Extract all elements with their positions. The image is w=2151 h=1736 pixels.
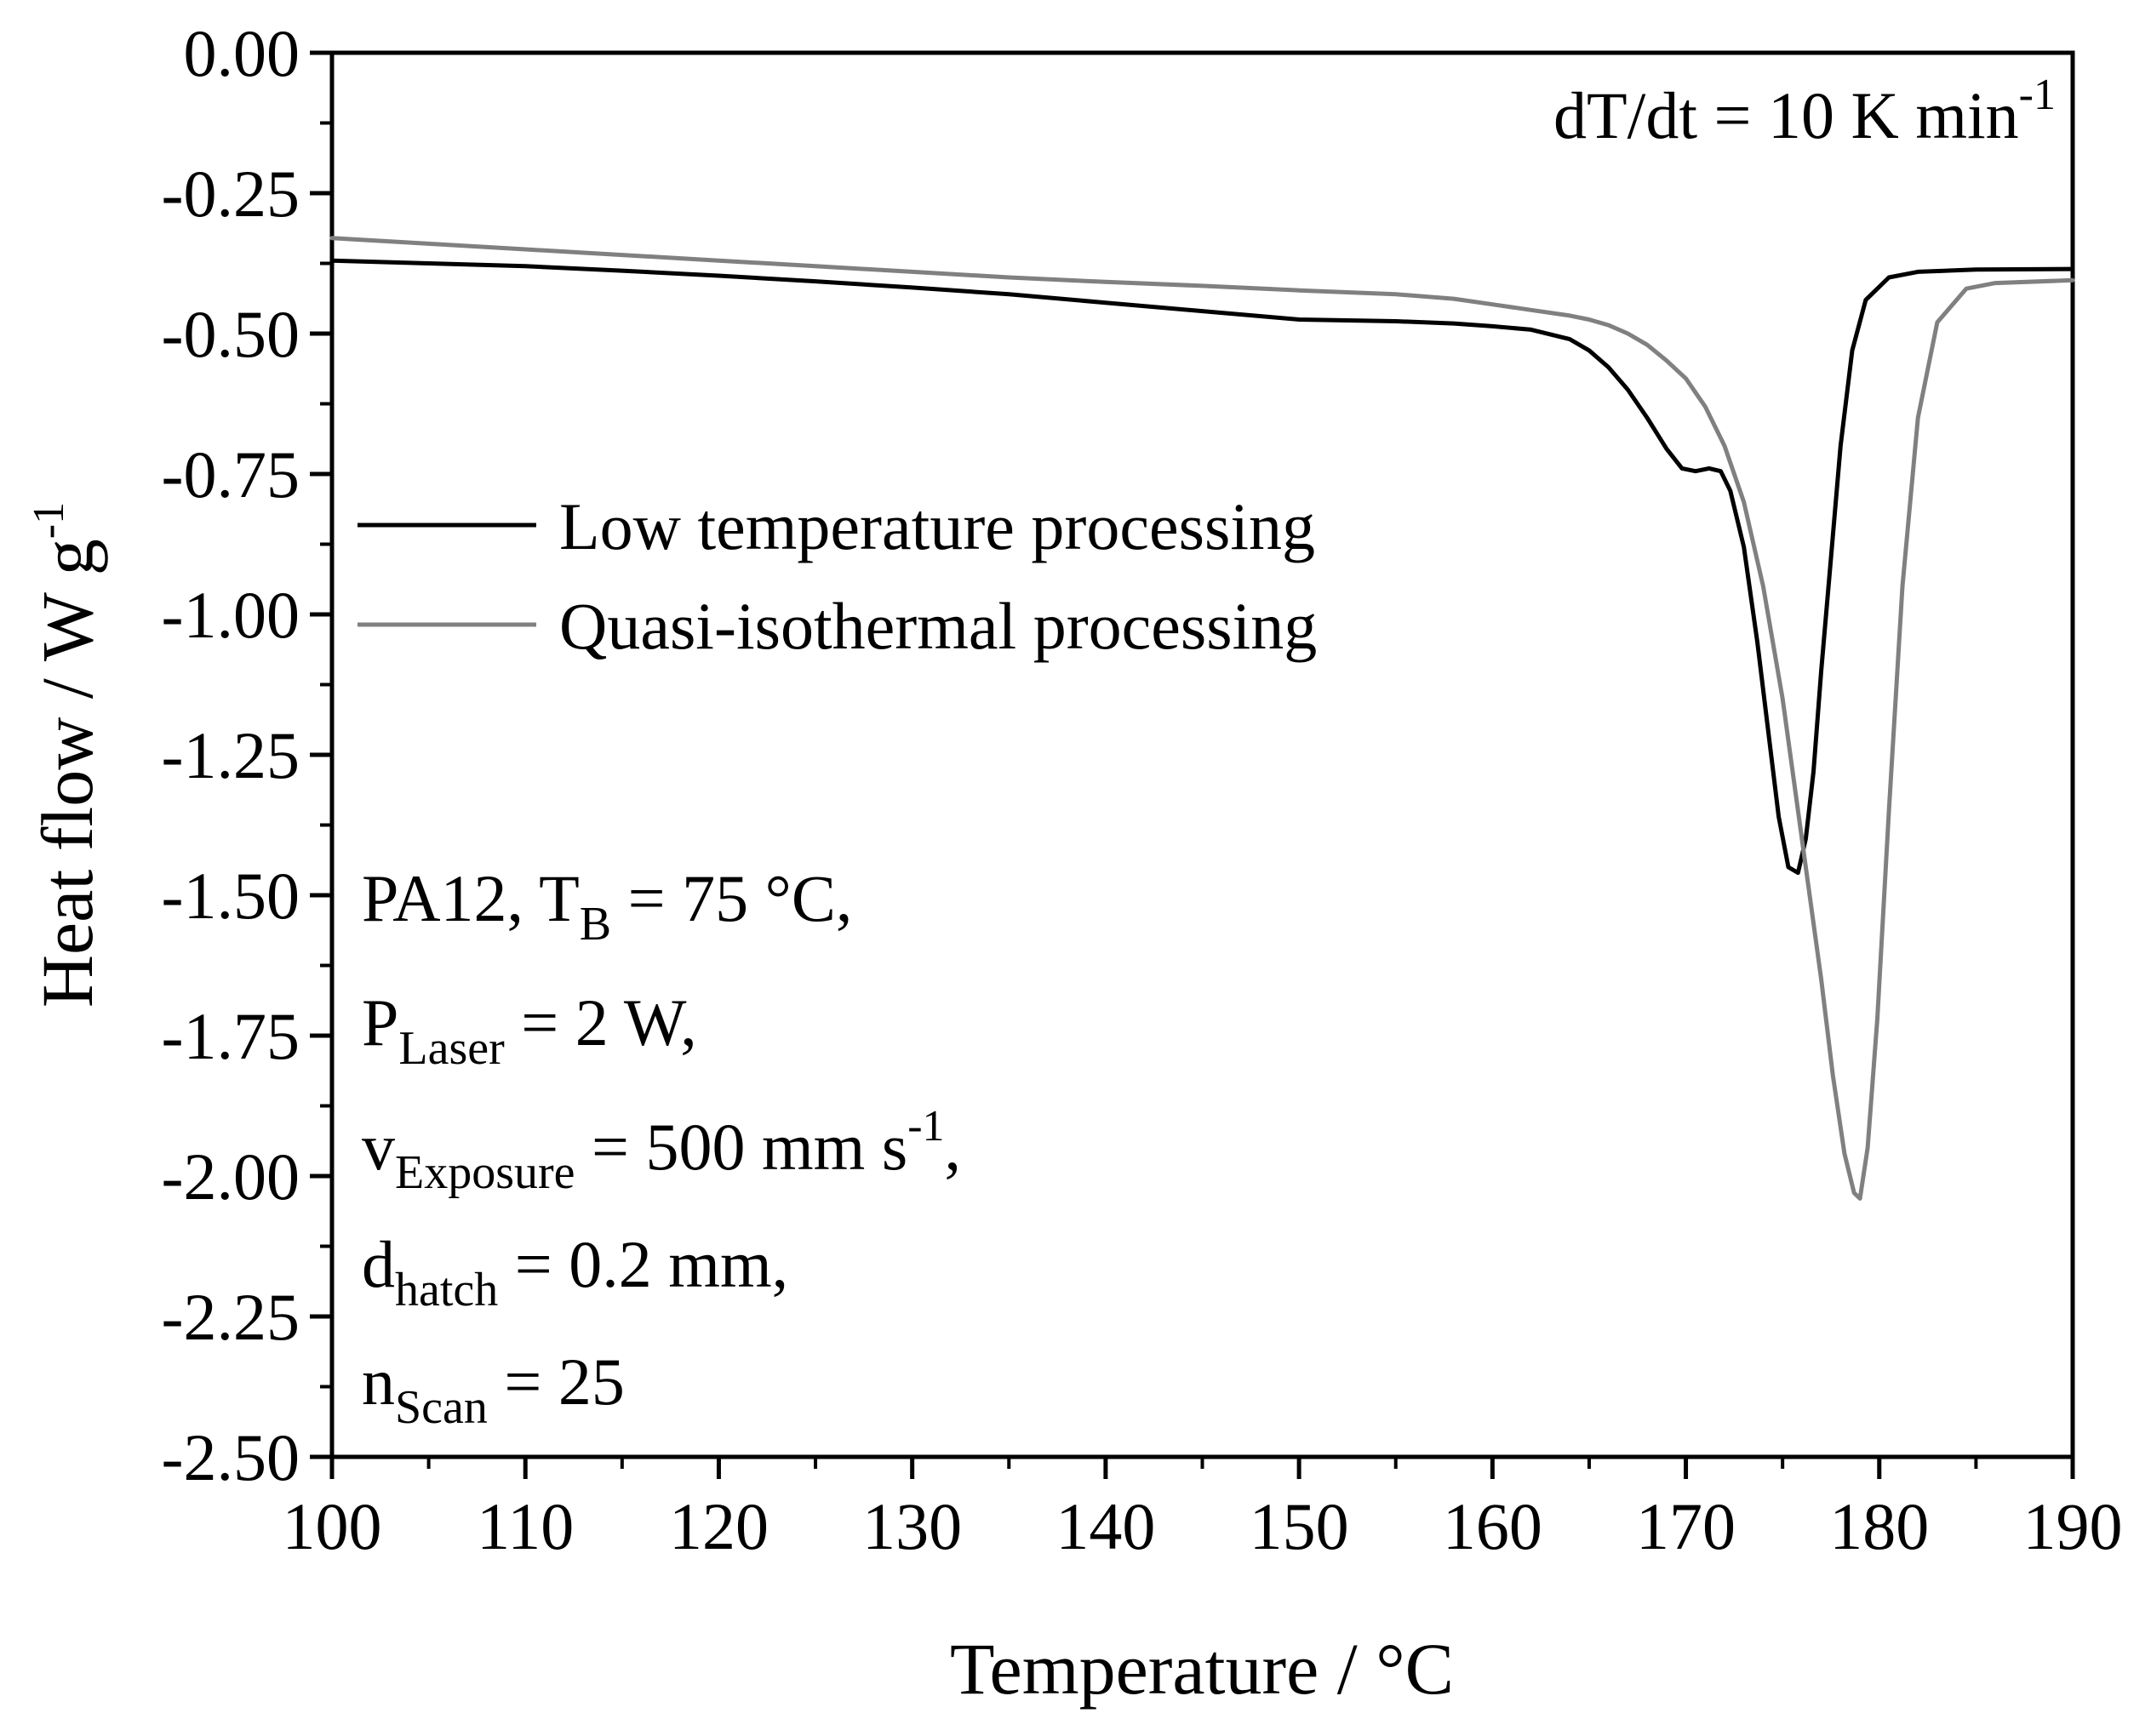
param-main: PA12, T bbox=[362, 861, 580, 935]
param-main: n bbox=[362, 1345, 395, 1419]
param-value: = 500 mm s bbox=[575, 1110, 908, 1184]
param-line: nScan = 25 bbox=[362, 1345, 625, 1434]
param-main: d bbox=[362, 1227, 395, 1301]
heating-rate-superscript: -1 bbox=[2019, 71, 2056, 119]
param-line: vExposure = 500 mm s-1, bbox=[362, 1102, 961, 1199]
x-tick-label: 180 bbox=[1829, 1489, 1929, 1563]
x-tick-label: 100 bbox=[283, 1489, 382, 1563]
y-tick-label: -2.25 bbox=[162, 1280, 300, 1354]
y-axis-title-superscript: -1 bbox=[25, 502, 73, 539]
y-tick-label: -1.50 bbox=[162, 859, 300, 933]
param-subscript: Laser bbox=[398, 1022, 505, 1075]
x-tick-label: 160 bbox=[1443, 1489, 1542, 1563]
param-superscript: -1 bbox=[907, 1102, 944, 1151]
y-tick-label: -0.75 bbox=[162, 437, 300, 511]
param-value: = 25 bbox=[488, 1345, 625, 1419]
param-subscript: Scan bbox=[395, 1381, 488, 1434]
y-axis-ticks: 0.00 -0.25 -0.50 -0.75 -1.00 -1.25 -1.50 -1.75 -… bbox=[162, 16, 332, 1494]
x-tick-label: 170 bbox=[1636, 1489, 1736, 1563]
process-parameters: PA12, TB = 75 °C, PLaser = 2 W, vExposur… bbox=[362, 861, 961, 1434]
heating-rate-annotation: dT/dt = 10 K min-1 bbox=[1553, 71, 2056, 152]
x-tick-label: 110 bbox=[477, 1489, 574, 1563]
x-tick-label: 190 bbox=[2023, 1489, 2123, 1563]
x-tick-label: 140 bbox=[1055, 1489, 1155, 1563]
y-tick-label: -0.50 bbox=[162, 297, 300, 371]
param-line: dhatch = 0.2 mm, bbox=[362, 1227, 788, 1316]
legend-label-quasi-isothermal: Quasi-isothermal processing bbox=[559, 589, 1317, 663]
param-value: = 2 W, bbox=[505, 985, 697, 1059]
x-axis-ticks: 100 110 120 130 140 150 160 170 180 190 bbox=[283, 1457, 2123, 1563]
y-tick-label: -2.00 bbox=[162, 1139, 300, 1213]
legend: Low temperature processing Quasi-isother… bbox=[358, 489, 1317, 663]
y-tick-label: 0.00 bbox=[184, 16, 300, 90]
param-line: PA12, TB = 75 °C, bbox=[362, 861, 852, 951]
x-tick-label: 130 bbox=[862, 1489, 962, 1563]
param-value: = 75 °C, bbox=[611, 861, 852, 935]
series-layer bbox=[329, 236, 2075, 1201]
y-tick-label: -1.75 bbox=[162, 999, 300, 1073]
heating-rate-text: dT/dt = 10 K min bbox=[1553, 78, 2019, 152]
series-line-quasi-isothermal bbox=[329, 236, 2075, 1201]
param-subscript: hatch bbox=[395, 1264, 498, 1316]
y-tick-label: -2.50 bbox=[162, 1420, 300, 1494]
param-tail: , bbox=[945, 1110, 962, 1184]
param-line: PLaser = 2 W, bbox=[362, 985, 697, 1075]
y-tick-label: -0.25 bbox=[162, 157, 300, 231]
x-axis-title: Temperature / °C bbox=[950, 1628, 1454, 1710]
param-subscript: B bbox=[580, 898, 611, 951]
y-axis-title: Heat flow / W g-1 bbox=[25, 502, 108, 1008]
param-main: P bbox=[362, 985, 398, 1059]
x-tick-label: 120 bbox=[669, 1489, 769, 1563]
x-tick-label: 150 bbox=[1250, 1489, 1349, 1563]
param-main: v bbox=[362, 1110, 395, 1184]
y-axis-title-text: Heat flow / W g bbox=[26, 539, 108, 1008]
param-subscript: Exposure bbox=[395, 1146, 575, 1199]
legend-label-low-temperature: Low temperature processing bbox=[559, 489, 1315, 563]
param-value: = 0.2 mm, bbox=[498, 1227, 788, 1301]
y-tick-label: -1.25 bbox=[162, 718, 300, 792]
y-tick-label: -1.00 bbox=[162, 578, 300, 652]
series-line-low-temperature bbox=[329, 258, 2075, 876]
